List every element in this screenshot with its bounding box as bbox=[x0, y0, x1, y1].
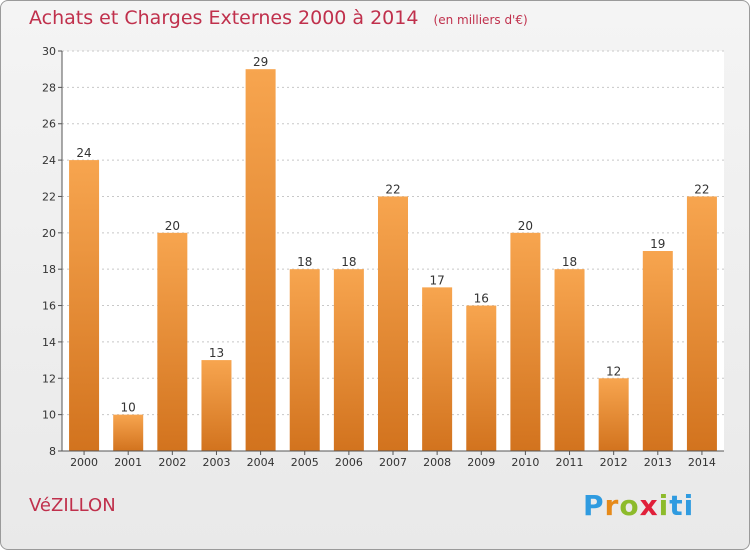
y-tick-label: 18 bbox=[42, 263, 56, 276]
x-tick-label: 2007 bbox=[379, 456, 407, 469]
bar bbox=[642, 251, 673, 451]
bar bbox=[69, 160, 100, 451]
bar-value-label: 17 bbox=[429, 273, 444, 287]
bar-value-label: 13 bbox=[209, 346, 224, 360]
bar-value-label: 24 bbox=[76, 146, 91, 160]
x-tick-label: 2002 bbox=[158, 456, 186, 469]
y-tick-label: 8 bbox=[49, 445, 56, 458]
y-tick-label: 14 bbox=[42, 336, 56, 349]
y-tick-label: 12 bbox=[42, 372, 56, 385]
bar-value-label: 20 bbox=[165, 219, 180, 233]
x-tick-label: 2012 bbox=[600, 456, 628, 469]
bar bbox=[554, 269, 585, 451]
bar-value-label: 10 bbox=[121, 401, 136, 415]
bar bbox=[422, 287, 453, 451]
x-tick-label: 2009 bbox=[467, 456, 495, 469]
y-tick-label: 28 bbox=[42, 81, 56, 94]
bar bbox=[378, 196, 408, 451]
y-tick-label: 26 bbox=[42, 118, 56, 131]
y-tick-label: 20 bbox=[42, 227, 56, 240]
bar-value-label: 18 bbox=[562, 255, 577, 269]
y-tick-label: 10 bbox=[42, 409, 56, 422]
chart-unit: (en milliers d'€) bbox=[433, 13, 528, 27]
bar-value-label: 12 bbox=[606, 364, 621, 378]
logo-letter: r bbox=[604, 489, 620, 522]
commune-name: VéZILLON bbox=[29, 495, 116, 516]
logo-letter: x bbox=[639, 489, 659, 522]
bar-value-label: 22 bbox=[385, 182, 400, 196]
x-tick-label: 2005 bbox=[291, 456, 319, 469]
bar bbox=[598, 378, 629, 451]
x-tick-label: 2003 bbox=[202, 456, 230, 469]
x-tick-label: 2008 bbox=[423, 456, 451, 469]
bar bbox=[686, 196, 717, 451]
bar bbox=[289, 269, 320, 451]
bar bbox=[333, 269, 364, 451]
chart-title: Achats et Charges Externes 2000 à 2014 bbox=[29, 7, 419, 29]
bar bbox=[113, 414, 144, 451]
bar bbox=[245, 69, 276, 451]
bar bbox=[510, 232, 541, 451]
x-tick-label: 2004 bbox=[247, 456, 275, 469]
bar bbox=[157, 232, 188, 451]
x-tick-label: 2000 bbox=[70, 456, 98, 469]
y-tick-label: 22 bbox=[42, 190, 56, 203]
y-tick-label: 30 bbox=[42, 45, 56, 58]
bar-value-label: 20 bbox=[518, 219, 533, 233]
x-tick-label: 2006 bbox=[335, 456, 363, 469]
logo-letter: i bbox=[658, 489, 670, 522]
bar bbox=[201, 360, 232, 451]
logo-letter: o bbox=[619, 489, 640, 522]
x-tick-label: 2010 bbox=[511, 456, 539, 469]
x-tick-label: 2011 bbox=[556, 456, 584, 469]
x-tick-label: 2001 bbox=[114, 456, 142, 469]
y-tick-label: 16 bbox=[42, 300, 56, 313]
logo-letter: i bbox=[683, 489, 695, 522]
x-tick-label: 2013 bbox=[644, 456, 672, 469]
x-tick-label: 2014 bbox=[688, 456, 716, 469]
chart-title-block: Achats et Charges Externes 2000 à 2014 (… bbox=[29, 7, 528, 29]
bar-value-label: 18 bbox=[341, 255, 356, 269]
bar-value-label: 18 bbox=[297, 255, 312, 269]
bar-value-label: 22 bbox=[694, 182, 709, 196]
logo-letter: P bbox=[583, 489, 605, 522]
bar-value-label: 29 bbox=[253, 55, 268, 69]
y-tick-label: 24 bbox=[42, 154, 56, 167]
logo-letter: t bbox=[669, 489, 684, 522]
bar-value-label: 16 bbox=[474, 292, 489, 306]
bar-value-label: 19 bbox=[650, 237, 665, 251]
proxiti-logo: Proxiti bbox=[583, 489, 694, 522]
bar bbox=[466, 305, 497, 451]
